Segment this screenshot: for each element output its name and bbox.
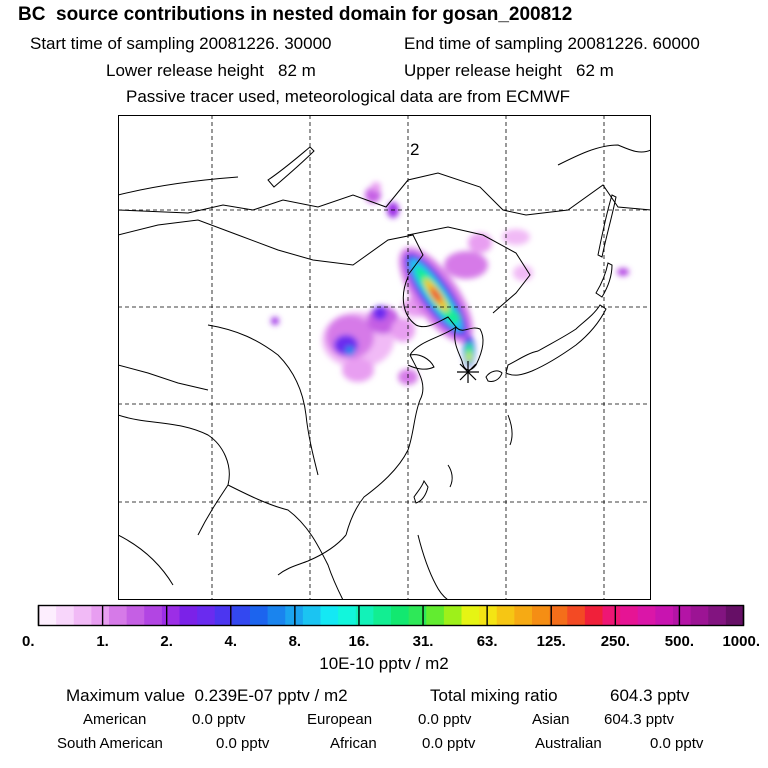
panel-number-label: 2 [410,140,419,159]
colorbar-tick-label: 250. [601,633,630,650]
colorbar-box [514,605,533,626]
colorbar-box [126,605,145,626]
colorbar-box [391,605,410,626]
colorbar-tick-label: 125. [537,633,566,650]
colorbar-box [620,605,639,626]
map-panel: 2 [118,115,651,600]
upper-release-height-label: Upper release height 62 m [404,61,614,80]
source-contribution-field [271,182,629,385]
colorbar-box [197,605,216,626]
colorbar-box [655,605,674,626]
maximum-value-label: Maximum value 0.239E-07 pptv / m2 [66,686,348,705]
colorbar-box [38,605,57,626]
colorbar-box [373,605,392,626]
colorbar-box [532,605,551,626]
total-mixing-ratio-value: 604.3 pptv [610,686,690,705]
colorbar-tick-label: 31. [413,633,434,650]
region-value-european: 0.0 pptv [418,711,472,728]
lower-release-height-label: Lower release height 82 m [106,61,316,80]
colorbar-box [56,605,75,626]
colorbar-boxes [38,605,744,626]
region-value-american: 0.0 pptv [192,711,246,728]
colorbar-tick-label: 2. [160,633,173,650]
colorbar-box [549,605,568,626]
end-time-label: End time of sampling 20081226. 60000 [404,34,700,53]
region-value-australian: 0.0 pptv [650,735,704,752]
colorbar-box [250,605,269,626]
region-name-european: European [307,711,373,728]
colorbar-ticks [37,605,745,626]
region-name-american: American [83,711,147,728]
colorbar-box [725,605,744,626]
colorbar-box [690,605,709,626]
region-value-african: 0.0 pptv [422,735,476,752]
colorbar-box [338,605,357,626]
colorbar-tick-label: 16. [349,633,370,650]
coastlines [118,144,651,600]
colorbar-box [461,605,480,626]
region-name-african: African [330,735,377,752]
colorbar-unit-label: 10E-10 pptv / m2 [319,654,449,673]
colorbar-box [567,605,586,626]
colorbar-box [179,605,198,626]
colorbar-box [109,605,128,626]
colorbar-tick-label: 1000. [722,633,760,650]
colorbar-tick-label: 500. [665,633,694,650]
colorbar-tick-label: 63. [477,633,498,650]
star-marker-icon [457,361,479,383]
colorbar-box [91,605,110,626]
colorbar-box [426,605,445,626]
colorbar-tick-label: 8. [289,633,302,650]
colorbar-box [673,605,692,626]
colorbar-box [496,605,515,626]
colorbar-box [144,605,163,626]
colorbar-tick-labels: 0. 1. 2. 4. 8. 16. 31. 63. 125. 250. 500. 1000. [22,633,760,650]
colorbar-box [214,605,233,626]
colorbar-tick-label: 4. [225,633,238,650]
colorbar-box [232,605,251,626]
colorbar-box [479,605,498,626]
colorbar-box [443,605,462,626]
region-name-south-american: South American [57,735,163,752]
total-mixing-ratio-label: Total mixing ratio [430,686,558,705]
tracer-note: Passive tracer used, meteorological data… [126,87,571,106]
colorbar-box [355,605,374,626]
colorbar-box [320,605,339,626]
colorbar-box [161,605,180,626]
region-value-asian: 604.3 pptv [604,711,675,728]
colorbar-box [708,605,727,626]
colorbar-box [73,605,92,626]
colorbar-tick-label: 0. [22,633,35,650]
start-time-label: Start time of sampling 20081226. 30000 [30,34,332,53]
region-value-south-american: 0.0 pptv [216,735,270,752]
region-name-australian: Australian [535,735,602,752]
lat-lon-grid [118,115,651,600]
colorbar-box [584,605,603,626]
colorbar-box [637,605,656,626]
plot-title: BC source contributions in nested domain… [18,4,573,25]
colorbar-tick-label: 1. [96,633,109,650]
colorbar-box [602,605,621,626]
colorbar-box [408,605,427,626]
colorbar-box [267,605,286,626]
region-name-asian: Asian [532,711,570,728]
colorbar: 0. 1. 2. 4. 8. 16. 31. 63. 125. 250. 500. 1000. [22,604,760,650]
colorbar-box [302,605,321,626]
